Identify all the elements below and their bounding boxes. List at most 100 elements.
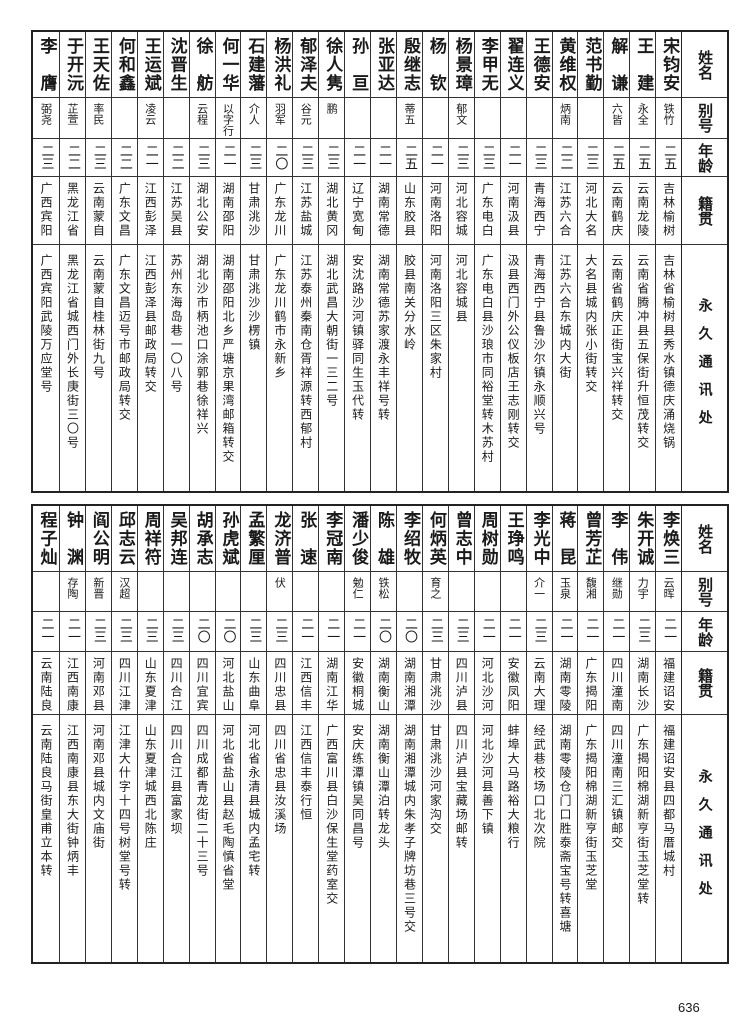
person-address: 广西富川县白沙保生堂药室交 [324, 724, 339, 906]
address-cell: 河北沙河县善下镇 [475, 715, 500, 962]
origin-cell: 湖南邵阳 [215, 177, 241, 245]
person-record: 王琤鸣 二一 安徽凤阳 蚌埠大马路裕大粮行 [499, 506, 526, 962]
person-record: 周祥符 二三 山东夏津 山东夏津城西北陈庄 [136, 506, 163, 962]
name-cell: 徐舫 [189, 32, 215, 98]
person-address: 河北沙河县善下镇 [480, 724, 495, 836]
address-cell: 江苏泰州秦南仓胥祥源转西郁村 [293, 245, 318, 491]
person-origin: 广东电白 [480, 182, 495, 238]
person-record: 殷继志 蒂五 二五 山东胶县 胶县南关分水岭 [396, 32, 422, 491]
age-cell: 二三 [241, 139, 267, 177]
person-age: 二〇 [220, 617, 236, 643]
origin-cell: 广东文昌 [111, 177, 137, 245]
address-cell: 江西信丰泰行恒 [293, 715, 318, 962]
name-cell: 龙济普 [267, 506, 293, 572]
alias-cell: 蒂五 [397, 98, 422, 139]
person-age: 二三 [272, 617, 288, 643]
person-record: 李焕三 云晖 二一 福建诏安 福建诏安县四都马厝城村 [655, 506, 682, 962]
origin-cell: 四川江津 [111, 652, 137, 715]
alias-cell: 馥湘 [578, 572, 604, 612]
age-cell: 二五 [397, 139, 422, 177]
age-cell: 二〇 [189, 612, 215, 652]
person-address: 四川成都青龙街二十三号 [195, 724, 210, 878]
person-origin: 山东曲阜 [246, 657, 261, 713]
person-address: 汲县西门外公仪板店王志刚转交 [506, 254, 521, 450]
person-origin: 河北容城 [454, 182, 469, 238]
person-age: 二一 [661, 617, 677, 643]
person-address: 河北省盐山县赵毛陶慎省堂 [221, 724, 235, 892]
person-address: 苏州东海岛巷一〇八号 [169, 254, 184, 394]
header-alias-cell: 别号 [682, 572, 727, 612]
person-record: 陈雄 铁松 二〇 湖南衡山 湖南衡山潭泊转龙头 [370, 506, 396, 962]
age-cell: 二三 [163, 612, 189, 652]
person-age: 二三 [427, 617, 443, 643]
person-record: 宋钧安 铁竹 二五 吉林榆树 吉林省榆树县秀水镇德庆涌烧锅 [655, 32, 682, 491]
person-record: 李绍牧 二〇 湖南湘潭 湖南湘潭城内朱孝子牌坊巷三号交 [396, 506, 422, 962]
person-alias: 率民 [91, 103, 105, 125]
person-name: 翟连义 [503, 37, 524, 91]
person-name: 解谦 [607, 37, 628, 91]
person-origin: 四川忠县 [272, 657, 287, 713]
person-name: 何一华 [218, 37, 239, 91]
person-origin: 云南鹤庆 [609, 182, 624, 238]
age-cell: 二三 [526, 612, 552, 652]
person-name: 何和鑫 [114, 37, 135, 91]
header-address-label: 永久通讯处 [696, 298, 713, 438]
person-name: 潘少俊 [348, 511, 369, 565]
person-address: 甘肃洮沙河家沟交 [428, 724, 443, 836]
roster-table-top: 姓名 别号 年龄 籍贯 永久通讯处 宋钧安 铁竹 二五 吉林榆树 吉林省榆树县秀水镇德庆涌烧锅 王建… [31, 30, 729, 493]
person-address: 云南蒙自桂林街九号 [91, 254, 106, 380]
alias-cell [189, 572, 215, 612]
person-origin: 云南蒙自 [91, 182, 106, 238]
age-cell: 二三 [241, 612, 267, 652]
person-alias: 弼尧 [39, 103, 53, 125]
age-cell: 二一 [474, 612, 500, 652]
person-name: 钟渊 [62, 511, 83, 565]
person-address: 甘肃洮沙沙楞镇 [246, 254, 261, 352]
person-record: 王天佐 率民 二三 云南蒙自 云南蒙自桂林街九号 [84, 32, 111, 491]
age-cell: 二一 [137, 139, 163, 177]
origin-cell: 辽宁宽甸 [345, 177, 371, 245]
alias-cell: 铁松 [371, 572, 396, 612]
name-cell: 解谦 [604, 32, 630, 98]
age-cell: 二五 [656, 139, 682, 177]
address-cell: 广西宾阳武陵万应堂号 [33, 245, 59, 491]
person-origin: 湖南衡山 [376, 657, 391, 713]
origin-cell: 湖南常德 [371, 177, 396, 245]
person-age: 二三 [453, 617, 469, 643]
origin-cell: 湖南长沙 [630, 652, 656, 715]
person-name: 王建 [633, 37, 654, 91]
person-age: 二一 [64, 617, 80, 643]
origin-cell: 四川宜宾 [189, 652, 215, 715]
alias-cell: 存陶 [60, 572, 85, 612]
person-record: 吴邦连 二三 四川合江 四川合江县富家坝 [162, 506, 189, 962]
person-address: 河南洛阳三区朱家村 [428, 254, 443, 380]
person-origin: 云南龙陵 [635, 182, 650, 238]
header-origin-label: 籍贯 [696, 195, 715, 226]
alias-cell [319, 572, 345, 612]
person-age: 二五 [401, 144, 417, 170]
header-alias-label: 别号 [696, 103, 715, 133]
address-cell: 福建诏安县四都马厝城村 [656, 715, 681, 962]
age-cell: 二三 [189, 139, 215, 177]
person-age: 二五 [635, 144, 651, 170]
person-address: 湖南湘潭城内朱孝子牌坊巷三号交 [402, 724, 417, 934]
person-record: 蒋昆 玉泉 二一 湖南零陵 湖南零陵仓门口胜泰斋宝号转喜塘 [551, 506, 578, 962]
name-cell: 宋钧安 [656, 32, 682, 98]
origin-cell: 湖南衡山 [371, 652, 396, 715]
header-name-cell: 姓名 [682, 32, 727, 98]
name-cell: 孙虎斌 [215, 506, 241, 572]
address-cell: 云南蒙自桂林街九号 [86, 245, 111, 491]
person-age: 二三 [298, 144, 314, 170]
person-name: 孟繁厘 [244, 511, 265, 565]
name-cell: 孟繁厘 [241, 506, 267, 572]
person-alias: 鹏 [325, 103, 339, 114]
origin-cell: 广东电白 [474, 177, 500, 245]
alias-cell [137, 572, 163, 612]
header-name-label: 姓名 [696, 49, 715, 80]
person-origin: 河南汲县 [506, 182, 521, 238]
address-cell: 河南洛阳三区朱家村 [423, 245, 448, 491]
header-address-label: 永久通讯处 [696, 768, 713, 909]
alias-cell: 铁竹 [656, 98, 682, 139]
person-alias: 力宇 [636, 577, 650, 599]
person-age: 二二 [168, 144, 184, 170]
